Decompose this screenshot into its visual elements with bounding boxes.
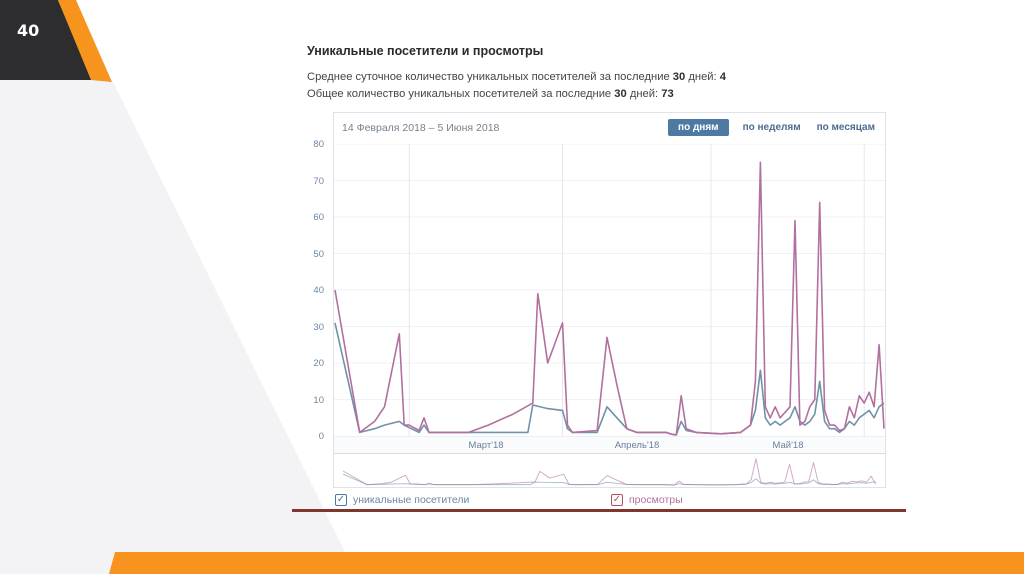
views-line bbox=[334, 161, 885, 436]
legend-unique-visitors[interactable]: ✓ уникальные посетители bbox=[335, 494, 469, 506]
x-axis-strip: Март'18 Апрель'18 Май'18 bbox=[334, 436, 885, 453]
stat-avg-text: Среднее суточное количество уникальных п… bbox=[307, 71, 670, 83]
y-tick-label: 50 bbox=[313, 248, 324, 260]
y-tick-label: 0 bbox=[318, 431, 324, 442]
y-tick-label: 10 bbox=[313, 394, 324, 406]
mini-views-line bbox=[342, 458, 877, 486]
views-legend-label: просмотры bbox=[629, 494, 683, 506]
stats-header: Уникальные посетители и просмотры Средне… bbox=[307, 44, 907, 103]
tab-by-days[interactable]: по дням bbox=[668, 119, 729, 136]
mini-visitors-line bbox=[342, 473, 876, 486]
y-axis-labels: 0 10 20 30 40 50 60 70 80 bbox=[304, 139, 329, 442]
stat-total-text: Общее количество уникальных посетителей … bbox=[307, 88, 612, 100]
stat-total-value: 73 bbox=[661, 88, 674, 100]
maroon-divider-line bbox=[292, 509, 906, 512]
y-tick-label: 70 bbox=[313, 175, 324, 187]
stat-line-average: Среднее суточное количество уникальных п… bbox=[307, 69, 907, 86]
overview-brush-chart[interactable] bbox=[334, 453, 885, 487]
chart-header: 14 Февраля 2018 – 5 Июня 2018 по дням по… bbox=[334, 113, 885, 143]
stat-avg-text2: дней: bbox=[688, 71, 717, 83]
x-month-label: Апрель'18 bbox=[614, 440, 660, 451]
period-tabs: по дням по неделям по месяцам bbox=[668, 119, 877, 136]
stat-avg-value: 4 bbox=[719, 71, 726, 83]
slide-number: 40 bbox=[17, 21, 40, 40]
visitors-line bbox=[334, 322, 885, 436]
stat-avg-days: 30 bbox=[672, 71, 686, 83]
stat-total-days: 30 bbox=[614, 88, 627, 100]
stat-line-total: Общее количество уникальных посетителей … bbox=[307, 86, 907, 103]
tab-by-months[interactable]: по месяцам bbox=[816, 122, 875, 133]
y-tick-label: 30 bbox=[313, 321, 324, 333]
y-tick-label: 60 bbox=[313, 212, 324, 223]
main-line-chart bbox=[334, 144, 885, 436]
visitors-chart-widget: 14 Февраля 2018 – 5 Июня 2018 по дням по… bbox=[313, 112, 886, 488]
visitors-checkbox[interactable]: ✓ bbox=[335, 494, 347, 506]
tab-by-weeks[interactable]: по неделям bbox=[742, 122, 801, 133]
views-checkbox[interactable]: ✓ bbox=[611, 494, 623, 506]
stats-title: Уникальные посетители и просмотры bbox=[307, 44, 544, 58]
y-tick-label: 40 bbox=[313, 285, 324, 296]
visitors-legend-label: уникальные посетители bbox=[353, 494, 470, 506]
legend-views[interactable]: ✓ просмотры bbox=[611, 494, 683, 506]
x-month-label: Май'18 bbox=[772, 440, 804, 451]
stat-total-text2: дней: bbox=[629, 88, 659, 100]
date-range-label: 14 Февраля 2018 – 5 Июня 2018 bbox=[342, 122, 500, 134]
orange-bottom-bar bbox=[109, 552, 1024, 574]
y-tick-label: 80 bbox=[313, 139, 324, 150]
y-tick-label: 20 bbox=[313, 358, 324, 369]
x-month-label: Март'18 bbox=[468, 440, 504, 451]
